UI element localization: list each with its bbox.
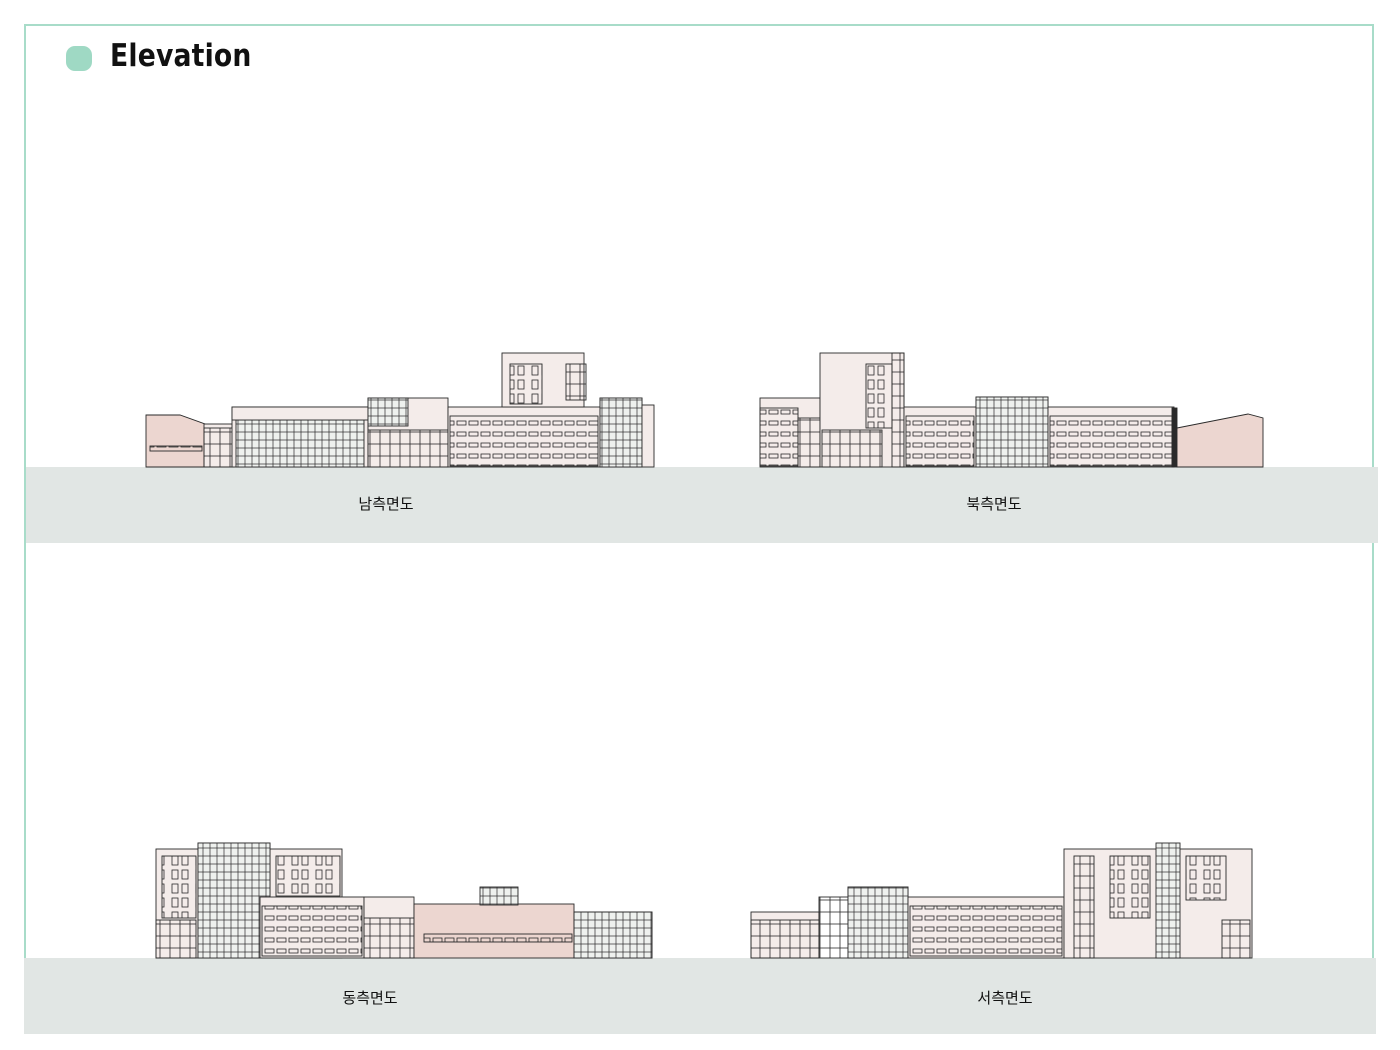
east-elevation [155,842,653,959]
west-elevation [750,842,1253,959]
page-title: Elevation [110,38,252,74]
elevation-label-south: 남측면도 [358,495,414,513]
ground-band-top [26,467,1378,543]
elevation-label-north: 북측면도 [966,495,1022,513]
south-elevation [145,352,655,468]
north-elevation [759,352,1264,468]
elevation-label-west: 서측면도 [977,989,1033,1007]
section-bullet-icon [66,46,92,71]
ground-band-bottom [24,958,1376,1034]
elevation-label-east: 동측면도 [342,989,398,1007]
